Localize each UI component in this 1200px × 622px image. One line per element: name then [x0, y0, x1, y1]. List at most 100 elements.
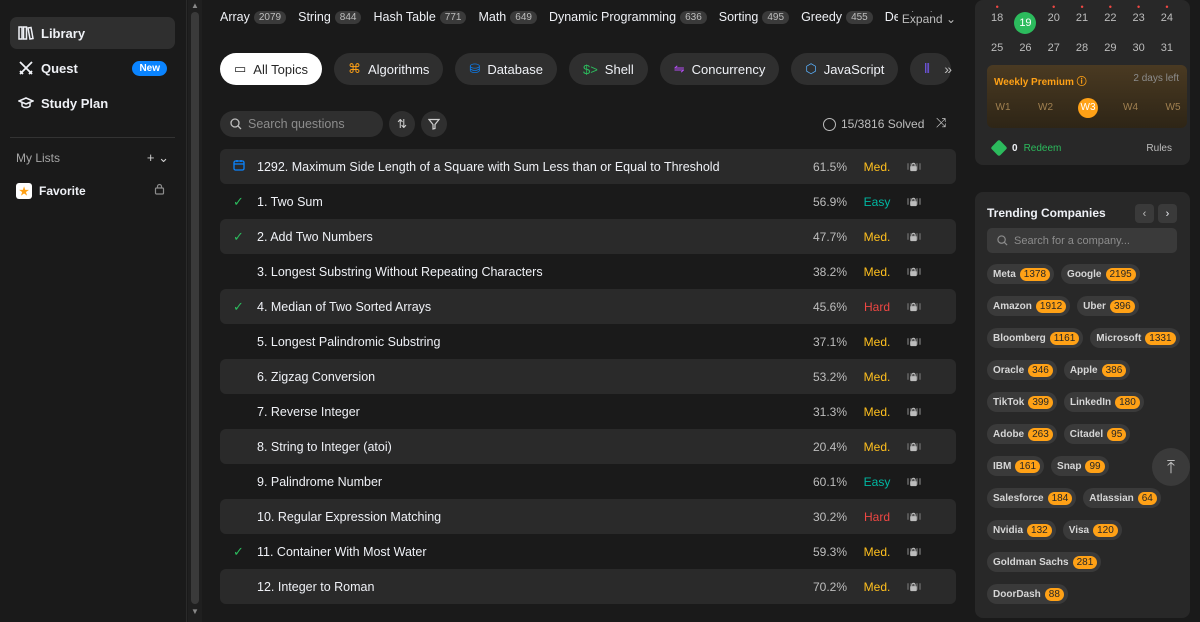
- company-chip[interactable]: Nvidia 132: [987, 520, 1056, 540]
- weekly-premium-card[interactable]: Weekly Premium ⓘ 2 days left W1 W2 W3 W4 W5: [987, 65, 1187, 128]
- question-row[interactable]: 12. Integer to Roman 70.2% Med.: [220, 569, 956, 604]
- category-tab[interactable]: ⛁ Database: [455, 53, 557, 85]
- category-tab[interactable]: ⫴: [910, 53, 951, 85]
- calendar-day[interactable]: 31: [1153, 42, 1181, 54]
- company-chip[interactable]: Oracle 346: [987, 360, 1057, 380]
- question-title[interactable]: 3. Longest Substring Without Repeating C…: [257, 264, 543, 279]
- company-chip[interactable]: Apple 386: [1063, 360, 1131, 380]
- company-chip[interactable]: Microsoft 1331: [1090, 328, 1180, 348]
- scrollbar-thumb[interactable]: [191, 12, 199, 604]
- category-tab[interactable]: $> Shell: [568, 53, 648, 85]
- question-row[interactable]: 6. Zigzag Conversion 53.2% Med.: [220, 359, 956, 394]
- question-title[interactable]: 9. Palindrome Number: [257, 474, 383, 489]
- category-tab[interactable]: ▭ All Topics: [220, 53, 322, 85]
- question-title[interactable]: 10. Regular Expression Matching: [257, 509, 442, 524]
- prev-page-button[interactable]: ‹: [1135, 204, 1154, 223]
- question-row[interactable]: 7. Reverse Integer 31.3% Med.: [220, 394, 956, 429]
- calendar-day[interactable]: 25: [983, 42, 1011, 54]
- category-tab[interactable]: ⬡ JavaScript: [791, 53, 899, 85]
- company-chip[interactable]: Google 2195: [1061, 264, 1140, 284]
- company-chip[interactable]: Goldman Sachs 281: [987, 552, 1102, 572]
- company-chip[interactable]: Atlassian 64: [1083, 488, 1161, 508]
- calendar-day[interactable]: 30: [1124, 42, 1152, 54]
- nav-library[interactable]: Library: [10, 17, 175, 49]
- topic-tag[interactable]: Hash Table 771: [373, 10, 467, 24]
- question-row[interactable]: ✓ 4. Median of Two Sorted Arrays 45.6% Hard: [220, 289, 956, 324]
- category-tab[interactable]: ⌘ Algorithms: [333, 53, 444, 85]
- nav-study-plan[interactable]: Study Plan: [10, 87, 175, 119]
- question-row[interactable]: 10. Regular Expression Matching 30.2% Hard: [220, 499, 956, 534]
- premium-week[interactable]: W5: [1165, 102, 1181, 113]
- calendar-day[interactable]: 29: [1096, 42, 1124, 54]
- company-chip[interactable]: Visa 120: [1062, 520, 1122, 540]
- question-row[interactable]: ✓ 11. Container With Most Water 59.3% Med.: [220, 534, 956, 569]
- search-questions-box[interactable]: [220, 111, 383, 137]
- calendar-day[interactable]: 23: [1124, 12, 1152, 34]
- company-chip[interactable]: Citadel 95: [1063, 424, 1131, 444]
- question-row[interactable]: 1292. Maximum Side Length of a Square wi…: [220, 149, 956, 184]
- question-title[interactable]: 6. Zigzag Conversion: [257, 369, 376, 384]
- calendar-day[interactable]: 24: [1153, 12, 1181, 34]
- company-search-box[interactable]: [987, 228, 1177, 253]
- calendar-day[interactable]: 26: [1011, 42, 1039, 54]
- company-chip[interactable]: Bloomberg 1161: [987, 328, 1084, 348]
- company-chip[interactable]: DoorDash 88: [987, 584, 1068, 604]
- topic-tag[interactable]: Array 2079: [220, 10, 287, 24]
- expand-tags-button[interactable]: Expand ⌄: [897, 12, 956, 26]
- question-title[interactable]: 11. Container With Most Water: [257, 544, 427, 559]
- premium-week[interactable]: W3: [1078, 98, 1098, 118]
- premium-week[interactable]: W4: [1123, 102, 1138, 113]
- question-title[interactable]: 1292. Maximum Side Length of a Square wi…: [257, 159, 720, 174]
- question-title[interactable]: 7. Reverse Integer: [257, 404, 360, 419]
- company-chip[interactable]: IBM 161: [987, 456, 1045, 476]
- question-row[interactable]: 5. Longest Palindromic Substring 37.1% Med…: [220, 324, 956, 359]
- company-chip[interactable]: Snap 99: [1051, 456, 1109, 476]
- company-chip[interactable]: LinkedIn 180: [1064, 392, 1144, 412]
- question-row[interactable]: 9. Palindrome Number 60.1% Easy: [220, 464, 956, 499]
- calendar-day[interactable]: 18: [983, 12, 1011, 34]
- company-chip[interactable]: Uber 396: [1077, 296, 1139, 316]
- question-row[interactable]: ✓ 1. Two Sum 56.9% Easy: [220, 184, 956, 219]
- shuffle-icon[interactable]: ⤨: [936, 115, 947, 130]
- topic-tag[interactable]: Dynamic Programming 636: [549, 10, 707, 24]
- question-title[interactable]: 5. Longest Palindromic Substring: [257, 334, 441, 349]
- premium-week[interactable]: W1: [995, 102, 1011, 113]
- company-search-input[interactable]: [1014, 234, 1164, 247]
- question-title[interactable]: 12. Integer to Roman: [257, 579, 375, 594]
- question-title[interactable]: 2. Add Two Numbers: [257, 229, 373, 244]
- back-to-top-button[interactable]: ⤒: [1152, 448, 1190, 486]
- favorite-list-item[interactable]: ★ Favorite: [16, 182, 171, 200]
- search-questions-input[interactable]: [248, 117, 373, 131]
- question-row[interactable]: ✓ 2. Add Two Numbers 47.7% Med.: [220, 219, 956, 254]
- company-chip[interactable]: Adobe 263: [987, 424, 1057, 444]
- nav-quest[interactable]: Quest New: [10, 52, 175, 84]
- calendar-day[interactable]: 27: [1040, 42, 1068, 54]
- calendar-day[interactable]: 21: [1068, 12, 1096, 34]
- category-tab[interactable]: ⇋ Concurrency: [659, 53, 780, 85]
- topic-tag[interactable]: String 844: [298, 10, 362, 24]
- topic-tag[interactable]: Sorting 495: [719, 10, 790, 24]
- question-row[interactable]: 8. String to Integer (atoi) 20.4% Med.: [220, 429, 956, 464]
- question-title[interactable]: 4. Median of Two Sorted Arrays: [257, 299, 432, 314]
- sort-button[interactable]: ⇅: [389, 111, 415, 137]
- topic-tag[interactable]: Greedy 455: [801, 10, 873, 24]
- chevron-right-double-icon[interactable]: »: [944, 61, 952, 77]
- calendar-today[interactable]: 19: [1011, 12, 1039, 34]
- company-chip[interactable]: Meta 1378: [987, 264, 1055, 284]
- filter-button[interactable]: [421, 111, 447, 137]
- sidebar-scrollbar[interactable]: ▲ ▼: [188, 0, 202, 622]
- question-title[interactable]: 8. String to Integer (atoi): [257, 439, 392, 454]
- calendar-day[interactable]: 28: [1068, 42, 1096, 54]
- calendar-day[interactable]: 20: [1040, 12, 1068, 34]
- add-list-icon[interactable]: + ⌄: [146, 150, 169, 165]
- rules-link[interactable]: Rules: [1146, 143, 1172, 154]
- scroll-down-icon[interactable]: ▼: [191, 607, 199, 616]
- company-chip[interactable]: Amazon 1912: [987, 296, 1071, 316]
- premium-week[interactable]: W2: [1038, 102, 1053, 113]
- company-chip[interactable]: TikTok 399: [987, 392, 1057, 412]
- calendar-day[interactable]: 22: [1096, 12, 1124, 34]
- question-row[interactable]: 3. Longest Substring Without Repeating C…: [220, 254, 956, 289]
- next-page-button[interactable]: ›: [1158, 204, 1177, 223]
- company-chip[interactable]: Salesforce 184: [987, 488, 1077, 508]
- topic-tag[interactable]: Math 649: [478, 10, 537, 24]
